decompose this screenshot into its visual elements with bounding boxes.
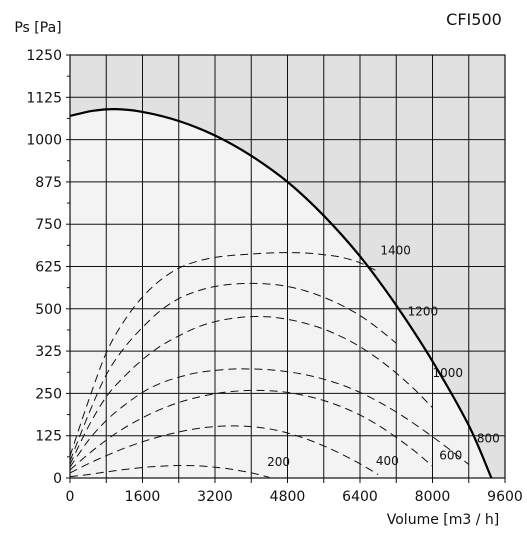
speed-curve-800 xyxy=(69,368,470,468)
y-tick-label: 0 xyxy=(53,471,62,487)
y-tick-label: 1000 xyxy=(26,133,62,149)
y-tick-label: 625 xyxy=(35,260,62,276)
grid-layer xyxy=(66,54,506,483)
speed-curves-layer xyxy=(69,252,470,478)
speed-curve-label-1000: 1000 xyxy=(433,366,464,380)
tick-labels-layer: 0 1600 3200 4800 6400 8000 9600 0 125 250 325 500 62… xyxy=(26,48,522,505)
y-tick-label: 325 xyxy=(35,344,62,360)
curve-labels-layer: 1400 1200 1000 800 600 400 200 xyxy=(267,244,500,470)
x-tick-label: 6400 xyxy=(342,489,378,505)
x-tick-label: 3200 xyxy=(197,489,233,505)
speed-curve-label-1200: 1200 xyxy=(408,305,439,319)
x-tick-label: 0 xyxy=(66,489,75,505)
speed-curve-1200 xyxy=(69,282,397,462)
chart-title: CFI500 xyxy=(446,10,502,29)
speed-curve-400 xyxy=(69,425,379,476)
speed-curve-label-200: 200 xyxy=(267,455,290,469)
speed-curve-1000 xyxy=(69,316,433,465)
y-tick-label: 1250 xyxy=(26,48,62,64)
speed-curve-label-400: 400 xyxy=(376,454,399,468)
operating-area xyxy=(70,109,492,479)
y-tick-label: 500 xyxy=(35,302,62,318)
speed-curve-600 xyxy=(69,389,433,471)
plot-frame xyxy=(69,54,506,479)
max-curve-layer xyxy=(69,107,493,479)
y-tick-label: 250 xyxy=(35,386,62,402)
speed-curve-label-600: 600 xyxy=(439,448,462,462)
y-axis-title: Ps [Pa] xyxy=(14,20,61,36)
speed-curve-label-1400: 1400 xyxy=(380,244,411,258)
speed-curve-1400 xyxy=(69,252,379,457)
max-curve xyxy=(69,107,493,479)
x-tick-label: 4800 xyxy=(270,489,306,505)
x-tick-label: 8000 xyxy=(415,489,451,505)
x-tick-label: 9600 xyxy=(487,489,523,505)
speed-curve-label-800: 800 xyxy=(477,431,500,445)
y-tick-label: 875 xyxy=(35,175,62,191)
y-tick-label: 1125 xyxy=(26,90,62,106)
y-tick-label: 125 xyxy=(35,429,62,445)
x-axis-title: Volume [m3 / h] xyxy=(387,512,499,528)
x-tick-label: 1600 xyxy=(125,489,161,505)
y-tick-label: 750 xyxy=(35,217,62,233)
